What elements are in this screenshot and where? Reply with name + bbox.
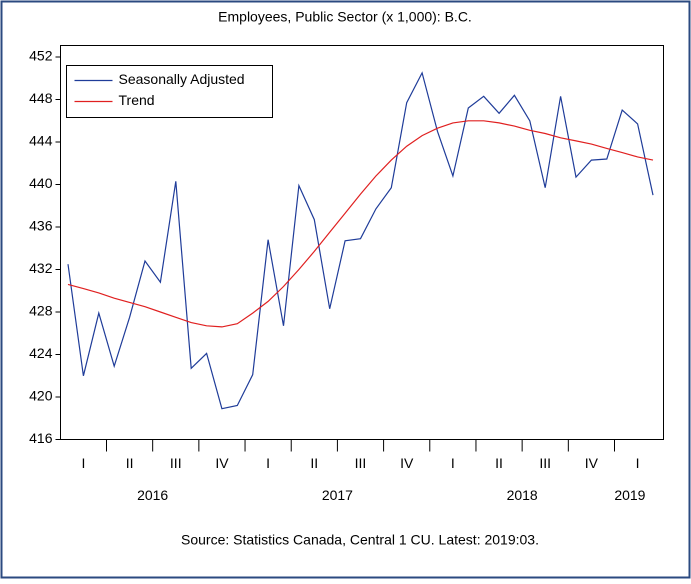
y-tick-label: 452 bbox=[29, 48, 53, 64]
source: Source: Statistics Canada, Central 1 CU.… bbox=[181, 532, 539, 548]
y-tick-label: 424 bbox=[29, 345, 53, 361]
year-label: 2017 bbox=[322, 487, 353, 503]
y-tick-label: 428 bbox=[29, 303, 53, 319]
x-tick-label: I bbox=[451, 455, 455, 471]
x-tick-label: II bbox=[126, 455, 134, 471]
legend-label: Seasonally Adjusted bbox=[119, 71, 245, 87]
y-tick-label: 432 bbox=[29, 260, 53, 276]
x-tick-label: I bbox=[636, 455, 640, 471]
x-tick-label: II bbox=[495, 455, 503, 471]
x-tick-label: IV bbox=[215, 455, 229, 471]
year-label: 2019 bbox=[614, 487, 645, 503]
y-tick-label: 436 bbox=[29, 218, 53, 234]
y-tick-label: 416 bbox=[29, 430, 53, 446]
y-tick-label: 444 bbox=[29, 133, 53, 149]
x-tick-label: III bbox=[539, 455, 551, 471]
plot-area bbox=[60, 45, 664, 440]
chart-title: Employees, Public Sector (x 1,000): B.C. bbox=[218, 9, 472, 25]
x-tick-label: I bbox=[266, 455, 270, 471]
x-tick-label: IV bbox=[400, 455, 414, 471]
year-label: 2018 bbox=[507, 487, 538, 503]
legend-label: Trend bbox=[119, 92, 155, 108]
x-tick-label: I bbox=[81, 455, 85, 471]
x-tick-label: IV bbox=[585, 455, 599, 471]
legend-box bbox=[66, 65, 273, 118]
y-tick-label: 440 bbox=[29, 175, 53, 191]
x-tick-label: III bbox=[170, 455, 182, 471]
y-tick-label: 448 bbox=[29, 90, 53, 106]
x-tick-label: II bbox=[310, 455, 318, 471]
y-tick-label: 420 bbox=[29, 388, 53, 404]
series-line bbox=[67, 120, 654, 328]
series-line bbox=[67, 71, 654, 410]
year-label: 2016 bbox=[137, 487, 168, 503]
x-tick-label: III bbox=[355, 455, 367, 471]
